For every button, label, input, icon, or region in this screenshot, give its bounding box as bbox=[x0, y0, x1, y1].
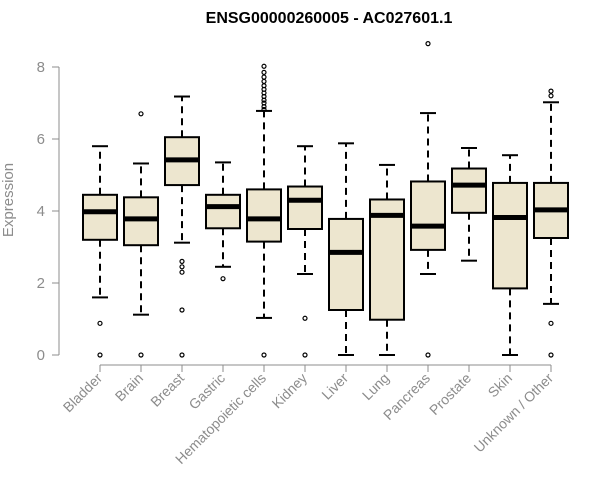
y-tick-label: 8 bbox=[37, 59, 45, 76]
x-tick-label: Lung bbox=[359, 370, 392, 403]
x-tick-label: Brain bbox=[112, 370, 146, 404]
outlier-point bbox=[261, 78, 267, 85]
box-unknown-other bbox=[533, 88, 569, 358]
outlier-point bbox=[425, 352, 431, 358]
box-iqr bbox=[246, 188, 282, 243]
outlier-point bbox=[548, 320, 554, 326]
x-tick-label: Breast bbox=[147, 370, 187, 410]
box-kidney bbox=[287, 145, 323, 358]
box-iqr bbox=[82, 193, 118, 241]
x-tick-label: Prostate bbox=[426, 370, 474, 418]
box-gastric bbox=[205, 161, 241, 282]
box-iqr bbox=[287, 185, 323, 231]
box-iqr bbox=[328, 217, 364, 311]
outlier-point bbox=[97, 320, 103, 326]
outlier-point bbox=[425, 40, 431, 47]
box-breast bbox=[164, 95, 200, 358]
outlier-point bbox=[548, 88, 554, 94]
outlier-point bbox=[548, 352, 554, 358]
outlier-point bbox=[179, 269, 185, 275]
y-tick-label: 2 bbox=[37, 275, 45, 292]
box-iqr bbox=[410, 180, 446, 251]
outlier-point bbox=[138, 352, 144, 358]
box-skin bbox=[492, 154, 528, 356]
outlier-point bbox=[261, 106, 267, 113]
outlier-point bbox=[179, 352, 185, 358]
outlier-point bbox=[138, 111, 144, 117]
box-pancreas bbox=[410, 40, 446, 358]
x-tick-label: Kidney bbox=[269, 370, 311, 412]
outlier-point bbox=[261, 74, 267, 80]
box-liver bbox=[328, 142, 364, 356]
outlier-point bbox=[548, 93, 554, 99]
box-iqr bbox=[451, 167, 487, 214]
outlier-point bbox=[261, 100, 267, 106]
box-brain bbox=[123, 111, 159, 358]
outlier-point bbox=[97, 352, 103, 358]
box-iqr bbox=[492, 181, 528, 290]
outlier-point bbox=[261, 63, 267, 69]
outlier-point bbox=[261, 83, 267, 89]
outlier-point bbox=[261, 69, 267, 76]
outlier-point bbox=[179, 264, 185, 270]
boxes-group bbox=[82, 40, 569, 358]
outlier-point bbox=[179, 307, 185, 313]
y-tick-label: 6 bbox=[37, 131, 45, 148]
outlier-point bbox=[220, 276, 226, 282]
box-bladder bbox=[82, 145, 118, 358]
x-tick-label: Liver bbox=[318, 370, 351, 403]
y-axis-label: Expression bbox=[0, 163, 17, 237]
box-prostate bbox=[451, 147, 487, 262]
outlier-point bbox=[302, 352, 308, 358]
box-lung bbox=[369, 163, 405, 356]
y-axis: 0 2 4 6 8 bbox=[37, 59, 60, 364]
outlier-point bbox=[179, 258, 185, 264]
box-iqr bbox=[369, 198, 405, 321]
y-tick-label: 4 bbox=[37, 203, 45, 220]
box-hematopoietic-cells bbox=[246, 63, 282, 358]
x-tick-label: Bladder bbox=[60, 370, 106, 416]
y-tick-label: 0 bbox=[37, 347, 45, 364]
outlier-point bbox=[302, 315, 308, 321]
box-iqr bbox=[205, 193, 241, 230]
chart-title: ENSG00000260005 - AC027601.1 bbox=[206, 10, 453, 27]
outlier-point bbox=[261, 352, 267, 358]
x-tick-label: Skin bbox=[485, 370, 516, 401]
